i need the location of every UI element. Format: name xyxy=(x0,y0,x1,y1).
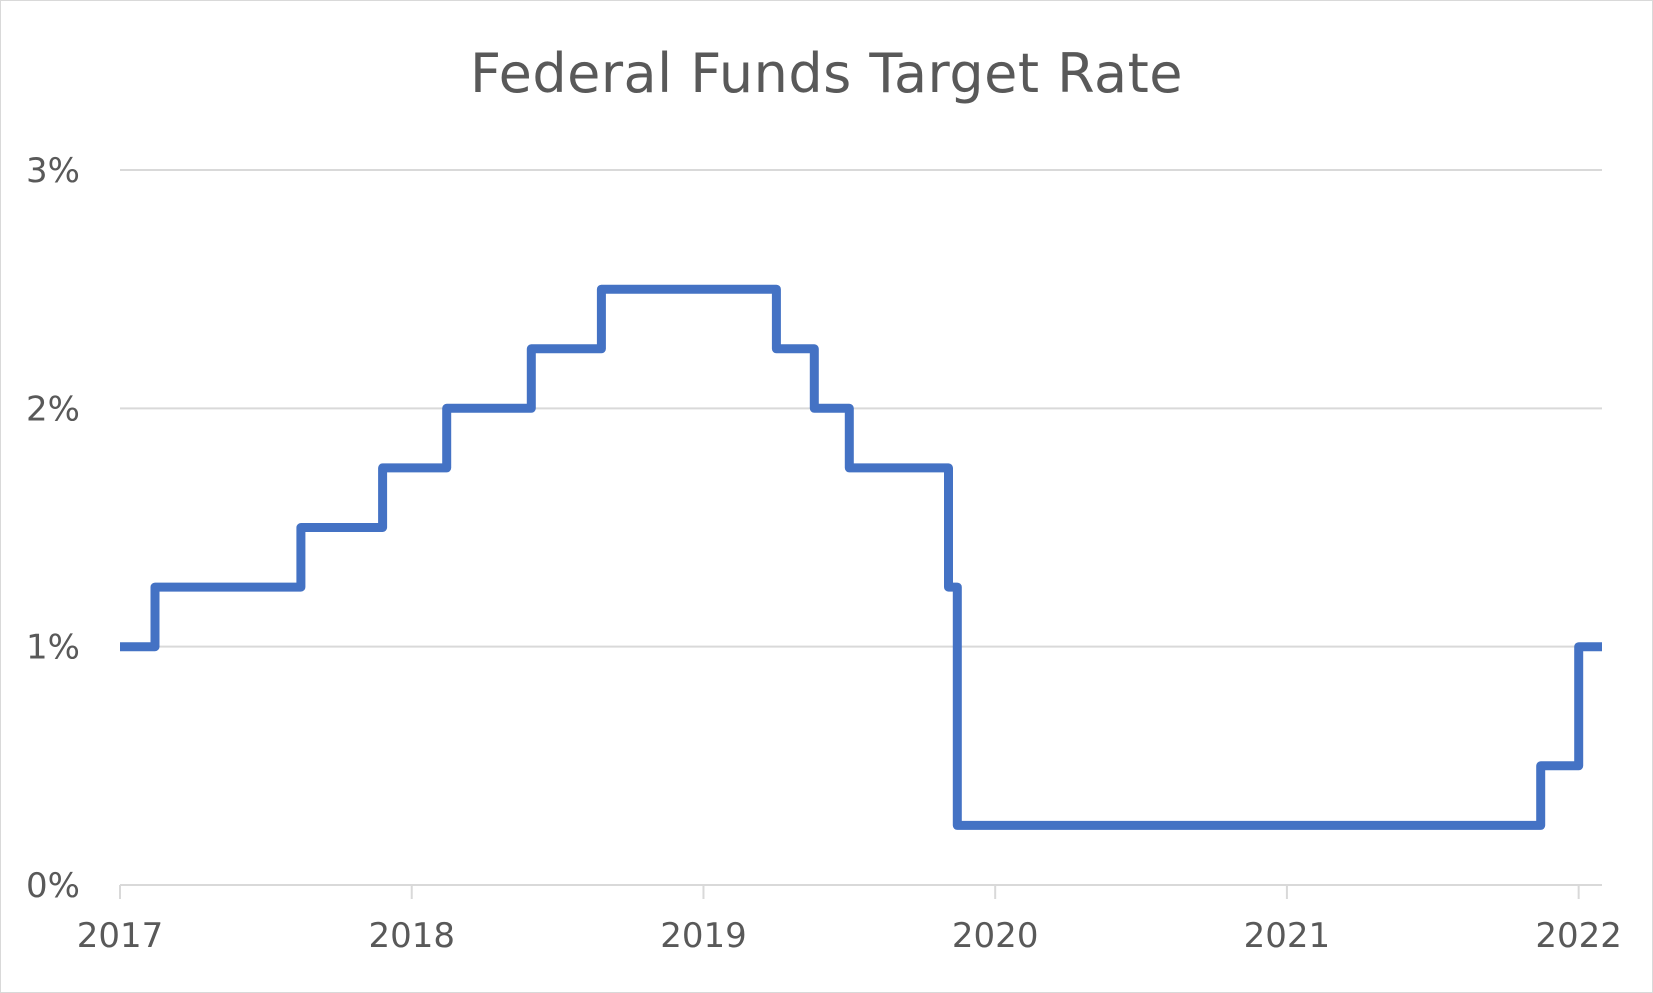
gridlines xyxy=(120,169,1602,648)
series-line-0 xyxy=(120,284,1602,830)
y-tick-label: 0% xyxy=(26,866,80,906)
x-tick-label: 2021 xyxy=(1244,916,1331,956)
x-axis xyxy=(119,884,1602,899)
y-tick-label: 1% xyxy=(26,628,80,668)
x-tick-label: 2018 xyxy=(368,916,455,956)
x-tick-label: 2019 xyxy=(660,916,747,956)
x-axis-labels: 2017 2018 2019 2020 2021 2022 xyxy=(77,916,1622,956)
y-tick-label: 2% xyxy=(26,389,80,429)
x-tick-label: 2020 xyxy=(952,916,1039,956)
x-tick-label: 2022 xyxy=(1535,916,1622,956)
chart-title: Federal Funds Target Rate xyxy=(470,42,1183,105)
x-tick-label: 2017 xyxy=(77,916,164,956)
y-axis-labels: 0% 1% 2% 3% xyxy=(26,151,80,906)
y-tick-label: 3% xyxy=(26,151,80,191)
series-group xyxy=(120,284,1602,830)
